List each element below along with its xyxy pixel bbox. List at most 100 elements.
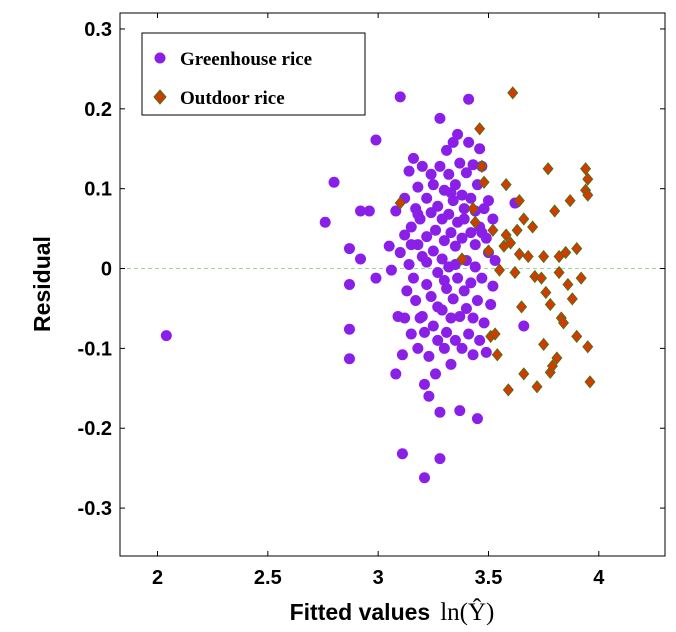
y-tick-label: -0.1	[78, 338, 112, 360]
outdoor-point	[474, 122, 486, 136]
greenhouse-point	[432, 301, 444, 313]
greenhouse-point	[454, 157, 466, 169]
greenhouse-point	[418, 326, 430, 338]
greenhouse-point	[427, 245, 439, 257]
y-tick-label: -0.3	[78, 498, 112, 520]
y-tick-label: 0.2	[84, 99, 112, 121]
greenhouse-point	[343, 323, 355, 335]
greenhouse-point	[465, 227, 477, 239]
outdoor-point	[582, 188, 594, 202]
greenhouse-point	[474, 143, 486, 155]
greenhouse-point	[396, 349, 408, 361]
greenhouse-point	[474, 334, 486, 346]
greenhouse-point	[412, 208, 424, 220]
greenhouse-point	[407, 272, 419, 284]
greenhouse-point	[407, 152, 419, 164]
greenhouse-point	[458, 203, 470, 215]
legend-box	[141, 32, 366, 116]
greenhouse-point	[449, 334, 461, 346]
greenhouse-point	[410, 294, 422, 306]
outdoor-point	[542, 162, 554, 176]
greenhouse-point	[456, 342, 468, 354]
outdoor-point	[538, 337, 550, 352]
outdoor-point	[566, 292, 578, 306]
greenhouse-point	[434, 453, 446, 465]
greenhouse-point	[467, 349, 479, 361]
greenhouse-point	[418, 378, 430, 390]
greenhouse-point	[405, 239, 417, 251]
greenhouse-point	[465, 192, 477, 204]
greenhouse-point	[487, 213, 499, 225]
legend: Greenhouse rice Outdoor rice	[141, 32, 366, 116]
greenhouse-point	[480, 346, 492, 358]
outdoor-point	[478, 175, 490, 189]
greenhouse-point	[403, 259, 415, 271]
outdoor-point	[518, 367, 530, 381]
outdoor-point	[516, 300, 528, 314]
greenhouse-point	[416, 160, 428, 172]
greenhouse-point	[370, 272, 382, 284]
greenhouse-point	[476, 227, 488, 239]
outdoor-point	[580, 162, 592, 176]
greenhouse-point	[458, 285, 470, 297]
greenhouse-point	[385, 264, 397, 276]
greenhouse-point	[471, 413, 483, 425]
y-tick-label: -0.2	[78, 418, 112, 440]
greenhouse-point	[421, 279, 433, 290]
greenhouse-point	[343, 279, 355, 290]
greenhouse-point	[412, 181, 424, 193]
outdoor-point	[551, 351, 563, 365]
greenhouse-point	[390, 368, 402, 380]
greenhouse-point	[399, 312, 411, 324]
outdoor-point	[513, 194, 525, 208]
greenhouse-point	[449, 240, 461, 252]
x-tick-label: 4	[593, 567, 605, 589]
greenhouse-point	[425, 168, 437, 180]
greenhouse-point	[487, 280, 499, 292]
greenhouse-point	[343, 353, 355, 365]
outdoor-point	[507, 86, 519, 100]
outdoor-point	[493, 263, 506, 277]
outdoor-point	[527, 220, 539, 234]
greenhouse-point	[396, 448, 408, 460]
greenhouse-point	[463, 328, 475, 340]
greenhouse-point	[412, 342, 424, 354]
outdoor-point	[491, 348, 503, 362]
outdoor-point	[487, 223, 499, 237]
outdoor-point	[469, 215, 481, 229]
legend-marker-greenhouse	[154, 52, 166, 64]
greenhouse-point	[418, 472, 430, 484]
greenhouse-point	[160, 330, 172, 342]
greenhouse-point	[460, 302, 472, 314]
outdoor-point	[500, 178, 512, 192]
greenhouse-point	[399, 229, 411, 241]
outdoor-point	[544, 297, 556, 312]
greenhouse-point	[469, 261, 481, 273]
greenhouse-point	[421, 231, 433, 243]
greenhouse-point	[405, 221, 417, 233]
y-tick-label: 0.1	[84, 179, 112, 201]
greenhouse-point	[445, 227, 457, 239]
greenhouse-point	[445, 358, 457, 370]
x-tick-label: 2.5	[254, 567, 282, 589]
greenhouse-point	[441, 326, 453, 338]
x-tick-label: 3	[373, 567, 384, 589]
greenhouse-point	[394, 247, 406, 259]
data-points	[160, 86, 596, 484]
outdoor-point	[513, 247, 525, 261]
greenhouse-point	[434, 406, 446, 418]
greenhouse-point	[456, 232, 468, 244]
greenhouse-point	[423, 390, 435, 402]
outdoor-point	[505, 236, 517, 250]
outdoor-point	[546, 359, 558, 373]
outdoor-point	[509, 265, 521, 280]
greenhouse-point	[463, 93, 475, 105]
axis-ticks: 2 2.5 3 3.5 4 -0.3 -0.2 -0.1 0 0.1 0.2 0.3	[78, 13, 665, 589]
greenhouse-point	[438, 342, 450, 354]
greenhouse-point	[443, 208, 455, 220]
greenhouse-point	[436, 253, 448, 265]
greenhouse-point	[403, 165, 415, 177]
greenhouse-point	[432, 267, 444, 279]
greenhouse-point	[401, 285, 413, 297]
